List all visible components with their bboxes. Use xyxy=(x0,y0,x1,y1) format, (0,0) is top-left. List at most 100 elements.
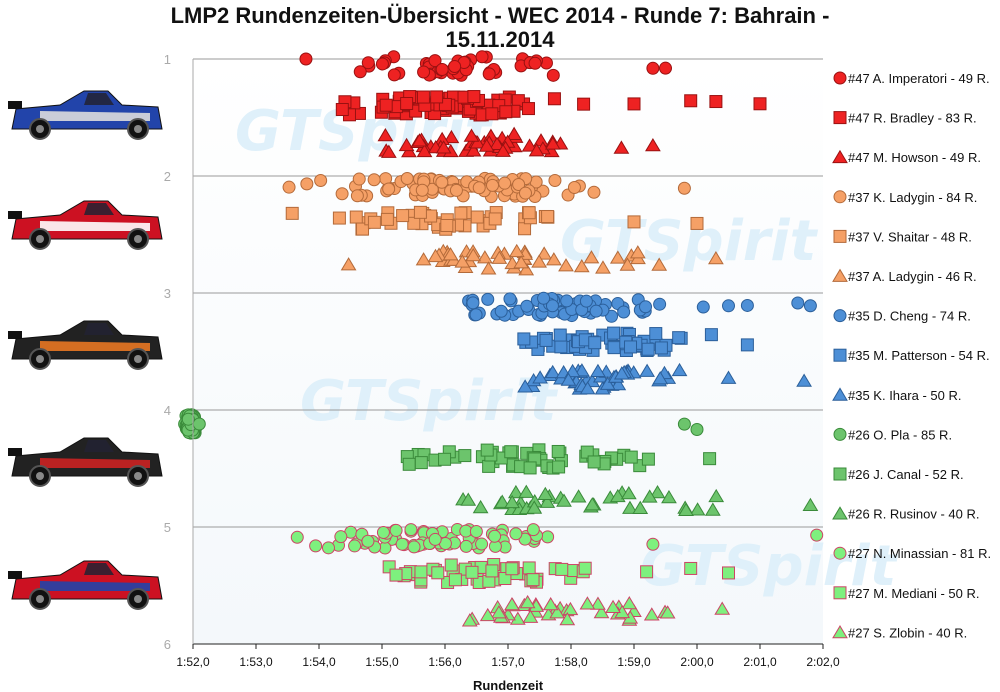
data-point xyxy=(545,252,562,266)
data-point xyxy=(810,528,824,542)
data-point xyxy=(389,523,403,537)
data-point xyxy=(539,333,553,347)
data-point xyxy=(620,486,637,500)
data-point xyxy=(485,564,499,578)
car-image xyxy=(8,200,163,250)
legend-item: #26 O. Pla - 85 R. xyxy=(833,427,952,442)
y-tick-label: 6 xyxy=(164,637,171,652)
data-point xyxy=(431,566,445,580)
data-point xyxy=(518,222,532,236)
legend-label: #35 M. Patterson - 54 R. xyxy=(848,348,990,363)
legend-label: #35 K. Ihara - 50 R. xyxy=(848,388,961,403)
data-point xyxy=(579,596,596,610)
data-point xyxy=(641,489,658,503)
data-point xyxy=(518,484,535,498)
data-point xyxy=(367,173,381,187)
data-point xyxy=(617,305,631,319)
data-point xyxy=(546,68,560,82)
data-point xyxy=(574,363,590,377)
data-point xyxy=(309,539,323,553)
data-point xyxy=(708,251,724,265)
data-point xyxy=(427,248,444,263)
data-point xyxy=(722,299,735,313)
data-point xyxy=(528,56,542,70)
data-point xyxy=(440,218,454,232)
y-tick-label: 5 xyxy=(164,520,171,535)
legend-label: #26 R. Rusinov - 40 R. xyxy=(848,507,980,522)
data-point xyxy=(629,245,646,259)
y-tick-label: 1 xyxy=(164,52,171,67)
data-point xyxy=(643,607,660,621)
data-point xyxy=(605,599,621,614)
data-point xyxy=(537,291,551,305)
x-tick-label: 2:00,0 xyxy=(680,655,714,669)
data-point xyxy=(375,57,389,71)
legend-marker xyxy=(833,71,847,85)
legend-label: #27 M. Mediani - 50 R. xyxy=(848,586,980,601)
chart-title-line2: 15.11.2014 xyxy=(445,27,555,52)
data-point xyxy=(541,530,555,544)
data-point xyxy=(465,143,482,157)
data-point xyxy=(703,452,717,466)
data-point xyxy=(428,532,442,546)
series-points xyxy=(282,171,691,204)
data-point xyxy=(595,260,611,274)
data-point xyxy=(551,444,565,458)
data-point xyxy=(613,366,630,380)
series-points xyxy=(299,50,672,82)
data-point xyxy=(470,210,484,224)
legend-item: #26 J. Canal - 52 R. xyxy=(833,467,964,482)
data-point xyxy=(641,452,655,466)
data-point xyxy=(467,90,481,104)
data-point xyxy=(579,294,593,308)
data-point xyxy=(567,180,581,194)
data-point xyxy=(689,502,706,516)
data-point xyxy=(578,561,592,575)
legend-label: #47 M. Howson - 49 R. xyxy=(848,150,981,165)
y-tick-label: 4 xyxy=(164,403,171,418)
data-point xyxy=(649,327,663,341)
legend-label: #26 O. Pla - 85 R. xyxy=(848,427,952,442)
data-point xyxy=(349,210,363,224)
data-point xyxy=(472,499,489,514)
data-point xyxy=(361,56,375,70)
data-point xyxy=(356,222,370,236)
data-point xyxy=(376,525,390,539)
data-point xyxy=(544,136,561,150)
data-point xyxy=(499,105,513,119)
data-point xyxy=(690,216,704,230)
data-point xyxy=(587,185,601,199)
legend-item: #27 N. Minassian - 81 R. xyxy=(833,546,991,561)
data-point xyxy=(382,182,396,196)
data-point xyxy=(627,215,641,229)
data-point xyxy=(720,370,737,384)
data-point xyxy=(622,500,638,514)
car-image xyxy=(8,90,163,140)
data-point xyxy=(590,596,606,610)
series-points xyxy=(517,326,754,358)
data-point xyxy=(796,373,812,387)
data-point xyxy=(458,449,472,463)
data-point xyxy=(517,379,533,393)
data-point xyxy=(509,527,523,541)
data-point xyxy=(478,138,495,152)
data-point xyxy=(684,94,698,108)
data-point xyxy=(532,370,548,384)
data-point xyxy=(353,65,367,79)
data-point xyxy=(350,189,364,203)
data-point xyxy=(377,127,394,142)
x-tick-label: 1:56,0 xyxy=(428,655,462,669)
legend-item: #27 M. Mediani - 50 R. xyxy=(833,586,980,601)
data-point xyxy=(696,300,710,314)
data-point xyxy=(740,298,754,312)
data-point xyxy=(677,417,691,431)
data-point xyxy=(610,376,627,391)
data-point xyxy=(387,68,401,82)
data-point xyxy=(335,102,349,116)
data-point xyxy=(488,212,502,226)
data-point xyxy=(367,215,381,229)
data-point xyxy=(651,257,668,271)
data-point xyxy=(709,95,723,109)
data-point xyxy=(555,562,569,576)
legend-item: #47 M. Howson - 49 R. xyxy=(832,149,981,165)
